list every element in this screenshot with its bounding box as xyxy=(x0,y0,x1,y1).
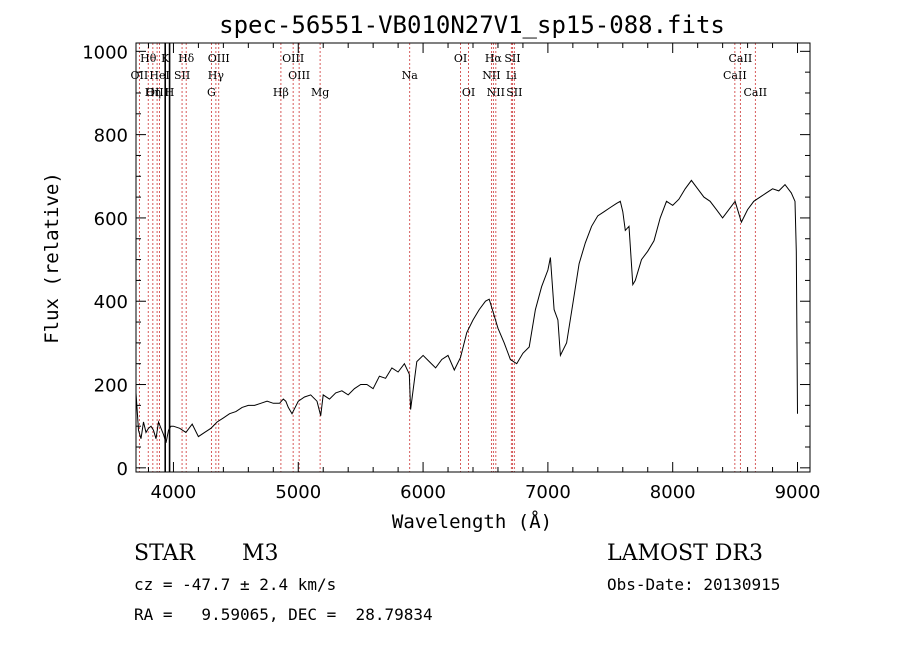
annotation-label-13: OIII xyxy=(288,69,310,82)
annotation-label-18: OI xyxy=(462,86,475,99)
x-tick-label-5: 9000 xyxy=(775,482,821,503)
annotation-label-23: NII xyxy=(487,86,505,99)
redshift-line: cz = -47.7 ± 2.4 km/s xyxy=(134,575,336,594)
y-tick-label-5: 1000 xyxy=(82,42,128,63)
spectrum-series-line xyxy=(135,179,798,443)
x-tick-label-4: 8000 xyxy=(650,482,696,503)
annotation-label-14: Hβ xyxy=(273,86,289,99)
y-axis-label: Flux (relative) xyxy=(41,172,63,344)
annotation-label-10: Hγ xyxy=(208,69,225,82)
y-tick-label-4: 800 xyxy=(94,126,128,147)
annotation-label-20: SII xyxy=(504,52,520,65)
coordinates: RA = 9.59065, DEC = 28.79834 xyxy=(134,605,433,624)
x-tick-label-1: 5000 xyxy=(275,482,321,503)
marker-lines xyxy=(164,43,171,472)
x-tick-label-3: 7000 xyxy=(525,482,571,503)
annotation-label-22: Li xyxy=(506,69,517,82)
annotation-label-19: Hα xyxy=(485,52,503,65)
chart-title: spec-56551-VB010N27V1_sp15-088.fits xyxy=(219,11,725,39)
plot-frame xyxy=(135,42,811,473)
object-subclass: M3 xyxy=(242,541,279,566)
annotation-label-26: CaII xyxy=(723,69,747,82)
annotation-label-8: Hδ xyxy=(178,52,195,65)
x-axis-label: Wavelength (Å) xyxy=(392,510,552,533)
annotation-label-0: Hθ xyxy=(140,52,157,65)
annotation-label-25: CaII xyxy=(729,52,753,65)
annotation-label-15: Mg xyxy=(311,86,329,99)
y-tick-label-1: 200 xyxy=(94,376,128,397)
annotation-label-3: HeI xyxy=(149,69,169,82)
annotation-label-4: Hη xyxy=(145,86,161,99)
annotation-label-9: OIII xyxy=(208,52,230,65)
annotation-label-12: OIII xyxy=(282,52,304,65)
annotation-label-27: CaII xyxy=(743,86,767,99)
object-class: STAR xyxy=(134,541,196,566)
y-tick-label-0: 0 xyxy=(117,459,128,480)
annotation-label-1: OII xyxy=(131,69,149,82)
annotation-label-24: SII xyxy=(506,86,522,99)
y-tick-label-2: 400 xyxy=(94,292,128,313)
observation-date: Obs-Date: 20130915 xyxy=(607,575,780,594)
annotation-label-2: OIII xyxy=(146,86,168,99)
x-tick-label-2: 6000 xyxy=(400,482,446,503)
x-tick-label-0: 4000 xyxy=(151,482,197,503)
annotation-label-16: Na xyxy=(402,69,419,82)
annotation-label-7: SII xyxy=(174,69,190,82)
y-axis-ticks: 0 200 400 600 800 1000 xyxy=(82,42,810,480)
y-tick-label-3: 600 xyxy=(94,209,128,230)
annotation-lines xyxy=(138,43,756,472)
annotation-label-17: OI xyxy=(454,52,467,65)
annotation-label-21: NII xyxy=(482,69,500,82)
annotation-labels: HθOIIOIIIHeIHηKHSIIHδOIIIHγGOIIIOIIIHβMg… xyxy=(131,52,768,99)
annotation-label-11: G xyxy=(207,86,216,99)
x-axis-ticks: 4000 5000 6000 7000 8000 9000 xyxy=(147,43,821,503)
survey-label: LAMOST DR3 xyxy=(607,541,763,566)
